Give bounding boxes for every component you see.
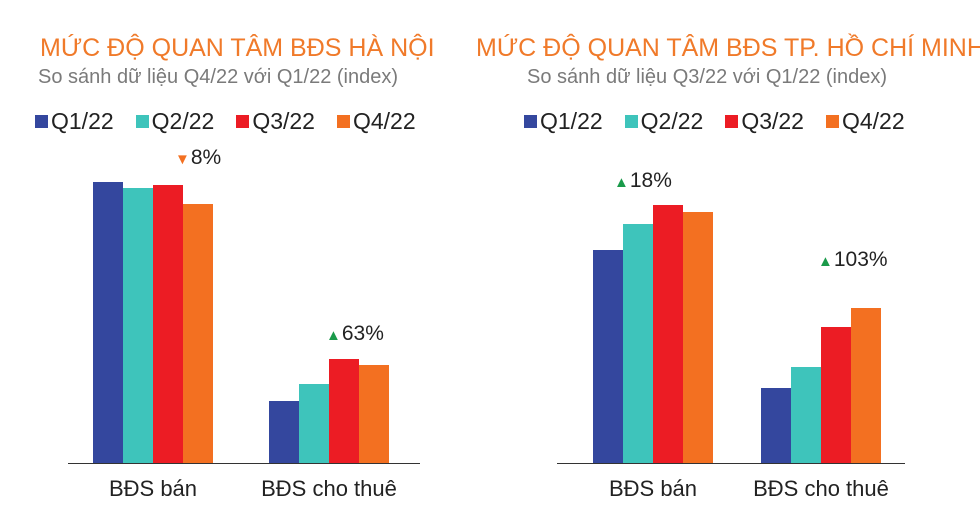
legend-swatch — [236, 115, 250, 128]
legend-item: Q3/22 — [725, 108, 804, 135]
bar-Q4-22 — [851, 307, 881, 463]
legend-item: Q1/22 — [524, 108, 603, 135]
bar-Q1-22 — [593, 250, 623, 463]
bar-Q4-22 — [359, 364, 389, 463]
chart-title: MỨC ĐỘ QUAN TÂM BĐS HÀ NỘI — [40, 34, 435, 62]
legend-label: Q3/22 — [741, 108, 804, 134]
legend-swatch — [35, 115, 48, 128]
chart-subtitle: So sánh dữ liệu Q4/22 với Q1/22 (index) — [38, 66, 399, 88]
bar-Q1-22 — [761, 388, 791, 463]
down-triangle-icon: ▼ — [175, 151, 190, 168]
bar-Q4-22 — [183, 204, 213, 463]
legend-label: Q4/22 — [352, 108, 416, 134]
legend-item: Q2/22 — [624, 108, 704, 135]
x-axis-line — [68, 463, 420, 464]
legend-item: Q4/22 — [825, 108, 905, 135]
bar-Q3-22 — [329, 359, 359, 463]
legend: Q1/22 Q2/22 Q3/22 Q4/22 — [35, 108, 416, 135]
legend-label: Q1/22 — [51, 108, 114, 134]
legend-swatch — [524, 115, 537, 128]
bar-Q4-22 — [683, 211, 713, 463]
bar-Q1-22 — [93, 182, 123, 463]
bar-Q2-22 — [299, 384, 329, 463]
change-value: 63% — [341, 322, 384, 345]
change-annotation: ▲63% — [326, 322, 384, 346]
category-label: BĐS cho thuê — [261, 476, 397, 501]
x-axis-line — [557, 463, 905, 464]
bar-Q2-22 — [791, 367, 821, 463]
legend: Q1/22 Q2/22 Q3/22 Q4/22 — [524, 108, 905, 135]
change-value: 103% — [833, 248, 888, 271]
legend-label: Q2/22 — [640, 108, 704, 134]
legend-item: Q4/22 — [336, 108, 416, 135]
category-label: BĐS cho thuê — [753, 476, 889, 501]
legend-swatch — [825, 115, 839, 128]
bar-Q3-22 — [821, 326, 851, 463]
legend-item: Q3/22 — [236, 108, 315, 135]
change-value: 8% — [190, 146, 222, 169]
up-triangle-icon: ▲ — [614, 174, 629, 191]
legend-swatch — [336, 115, 350, 128]
change-annotation: ▲18% — [614, 169, 672, 193]
chart-title: MỨC ĐỘ QUAN TÂM BĐS TP. HỒ CHÍ MINH — [476, 34, 980, 62]
legend-item: Q1/22 — [35, 108, 114, 135]
legend-label: Q1/22 — [540, 108, 603, 134]
legend-swatch — [725, 115, 739, 128]
bar-Q3-22 — [653, 205, 683, 463]
category-label: BĐS bán — [108, 476, 198, 501]
bar-Q3-22 — [153, 184, 183, 463]
bar-Q1-22 — [269, 401, 299, 463]
legend-item: Q2/22 — [135, 108, 215, 135]
up-triangle-icon: ▲ — [818, 253, 833, 270]
change-annotation: ▼8% — [175, 146, 221, 170]
up-triangle-icon: ▲ — [326, 327, 341, 344]
legend-label: Q4/22 — [841, 108, 905, 134]
legend-label: Q3/22 — [252, 108, 315, 134]
legend-label: Q2/22 — [151, 108, 215, 134]
legend-swatch — [624, 115, 638, 128]
bar-Q2-22 — [623, 224, 653, 463]
category-label: BĐS bán — [608, 476, 698, 501]
legend-swatch — [135, 115, 149, 128]
chart-subtitle: So sánh dữ liệu Q3/22 với Q1/22 (index) — [527, 66, 888, 88]
change-value: 18% — [629, 169, 672, 192]
bar-Q2-22 — [123, 187, 153, 463]
change-annotation: ▲103% — [818, 248, 888, 272]
